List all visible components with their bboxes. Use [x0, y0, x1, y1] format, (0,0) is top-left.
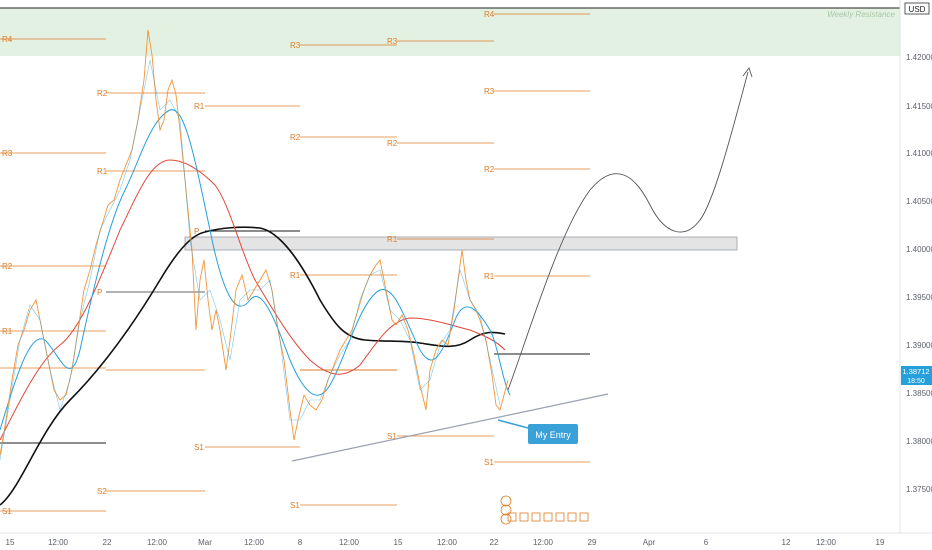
- svg-text:S1: S1: [387, 432, 397, 441]
- svg-text:R1: R1: [387, 235, 398, 244]
- demand-zone: [184, 236, 738, 251]
- svg-text:R3: R3: [484, 87, 495, 96]
- svg-text:R3: R3: [290, 41, 301, 50]
- price-axis-ticks: 1.42000 1.41500 1.41000 1.40500 1.40000 1.395…: [906, 53, 932, 494]
- price-tag-box: [901, 366, 932, 385]
- entry-pointer: [497, 419, 529, 429]
- x-tick-label: 29: [588, 538, 597, 547]
- y-tick-label: 1.40500: [906, 197, 932, 206]
- y-tick-label: 1.39000: [906, 341, 932, 350]
- price-line-wicks: [0, 59, 501, 461]
- svg-text:R4: R4: [484, 10, 495, 19]
- ma-slow-line: [0, 226, 506, 506]
- entry-box[interactable]: [528, 424, 578, 444]
- y-tick-label: 1.40000: [906, 245, 932, 254]
- y-tick-label: 1.41000: [906, 149, 932, 158]
- support-trendline: [291, 393, 609, 462]
- x-tick-label: 12:00: [244, 538, 265, 547]
- x-tick-label: 12:00: [533, 538, 554, 547]
- pivot-labels: R4 R3 R2 R1 S1 R2 R1 P S2 R1 P S1 R3 R2 …: [2, 10, 495, 516]
- x-tick-label: 12:00: [437, 538, 458, 547]
- pivot-lines: [0, 13, 590, 512]
- svg-text:P: P: [97, 288, 102, 297]
- svg-text:S1: S1: [2, 507, 12, 516]
- x-tick-label: 12: [782, 538, 791, 547]
- svg-text:P: P: [194, 227, 199, 236]
- svg-text:R1: R1: [97, 167, 108, 176]
- symbol-tag-box[interactable]: [904, 2, 930, 15]
- svg-text:R2: R2: [290, 133, 301, 142]
- horizontal-black-lines: [0, 230, 590, 444]
- x-tick-label: 12:00: [339, 538, 360, 547]
- y-tick-label: 1.38500: [906, 389, 932, 398]
- symbol-tag: USD: [909, 5, 926, 14]
- y-tick-label: 1.41500: [906, 102, 932, 111]
- svg-text:S1: S1: [194, 443, 204, 452]
- x-tick-label: 12:00: [48, 538, 69, 547]
- svg-text:R1: R1: [290, 271, 301, 280]
- svg-text:R3: R3: [387, 37, 398, 46]
- y-tick-label: 1.38000: [906, 437, 932, 446]
- svg-text:R1: R1: [194, 102, 205, 111]
- time-axis-ticks: 15 12:00 22 12:00 Mar 12:00 8 12:00 15 12:00 22 12:…: [6, 538, 885, 547]
- x-tick-label: 6: [704, 538, 709, 547]
- x-tick-label: 12:00: [147, 538, 168, 547]
- y-tick-label: 1.42000: [906, 53, 932, 62]
- x-tick-label: Apr: [643, 538, 656, 547]
- svg-text:R1: R1: [484, 272, 495, 281]
- x-tick-label: 15: [6, 538, 15, 547]
- x-tick-label: Mar: [198, 538, 212, 547]
- svg-text:R2: R2: [387, 139, 398, 148]
- svg-text:R2: R2: [2, 262, 13, 271]
- svg-text:R3: R3: [2, 149, 13, 158]
- event-icons: [500, 495, 589, 525]
- zone-label: Weekly Resistance: [827, 10, 895, 19]
- ma-mid-line: [0, 159, 506, 441]
- forecast-arrow-icon: [742, 67, 753, 78]
- x-tick-label: 8: [298, 538, 303, 547]
- x-tick-label: 22: [490, 538, 499, 547]
- x-tick-label: 15: [394, 538, 403, 547]
- x-tick-label: 19: [876, 538, 885, 547]
- weekly-resistance-zone: [0, 8, 900, 56]
- price-tag-countdown: 18:50: [907, 378, 925, 385]
- svg-text:R4: R4: [2, 35, 13, 44]
- forecast-path: [507, 71, 749, 391]
- entry-label: My Entry: [535, 430, 571, 440]
- y-tick-label: 1.39500: [906, 293, 932, 302]
- svg-text:S1: S1: [484, 458, 494, 467]
- svg-text:R2: R2: [484, 165, 495, 174]
- x-tick-label: 12:00: [816, 538, 837, 547]
- y-tick-label: 1.37500: [906, 485, 932, 494]
- svg-text:S1: S1: [290, 501, 300, 510]
- svg-text:R2: R2: [97, 89, 108, 98]
- ma-fast-line: [0, 109, 511, 431]
- price-tag-value: 1.38712: [902, 367, 929, 376]
- svg-text:S2: S2: [97, 487, 107, 496]
- svg-text:R1: R1: [2, 327, 13, 336]
- price-line: [0, 29, 509, 456]
- x-tick-label: 22: [103, 538, 112, 547]
